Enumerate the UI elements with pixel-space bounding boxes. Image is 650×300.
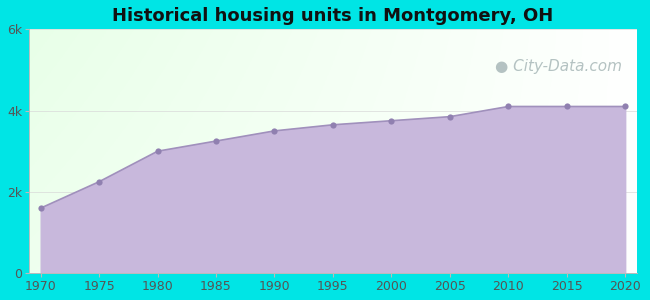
Point (562, 104, 572, 109)
Point (445, 114, 455, 119)
Point (269, 128, 280, 133)
Point (94, 179, 105, 184)
Point (36, 206, 46, 211)
Point (152, 149, 162, 154)
Title: Historical housing units in Montgomery, OH: Historical housing units in Montgomery, … (112, 7, 554, 25)
Point (211, 139, 221, 143)
Point (503, 104, 514, 109)
Text: ● City-Data.com: ● City-Data.com (495, 58, 621, 74)
Point (328, 122, 338, 127)
Point (620, 104, 630, 109)
Point (386, 118, 396, 123)
